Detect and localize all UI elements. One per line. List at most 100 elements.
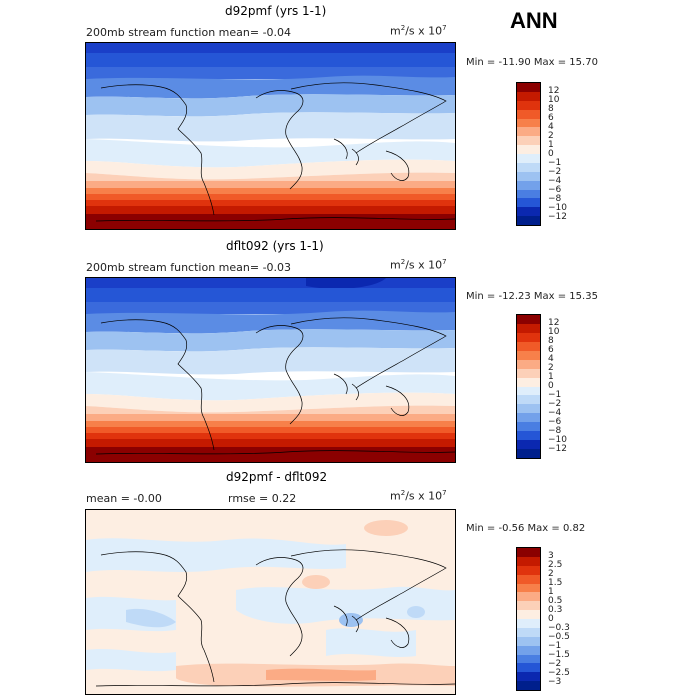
panel2-colorbar-swatch [517,404,540,414]
panel2-title: dflt092 (yrs 1-1) [226,239,324,253]
panel2-level-label: 4 [548,354,554,364]
panel2-colorbar-swatch [517,377,540,387]
panel3-level-label: −3 [548,677,562,687]
panel1-minmax: Min = -11.90 Max = 15.70 [466,57,598,68]
panel3-level-label: −0.5 [548,632,570,642]
panel1-level-label: 12 [548,86,560,96]
panel1-colorbar-swatch [517,127,540,137]
panel1-map-plot [86,43,455,229]
panel1-colorbar-swatch [517,198,540,208]
panel2-colorbar-swatch [517,440,540,450]
panel2-map-plot [86,278,455,462]
panel3-level-label: 0.3 [548,605,563,615]
panel2-colorbar-swatch [517,350,540,360]
panel1-level-label: −1 [548,158,562,168]
panel3-colorbar-swatch [517,645,540,655]
panel3-level-label: 3 [548,551,554,561]
panel2-colorbar-labels: 12 10 8 6 4 2 1 0 −1 −2 −4 −6 −8 −10 −12 [548,314,588,459]
season-label: ANN [510,8,558,33]
panel3-colorbar-swatch [517,681,540,690]
panel3-level-label: −1 [548,641,562,651]
panel2-colorbar-swatch [517,315,540,324]
panel2-field-mean: 200mb stream function mean= -0.03 [86,261,292,274]
panel3-level-label: 1 [548,587,554,597]
panel2-level-label: 6 [548,345,554,355]
panel2-colorbar-swatch [517,386,540,396]
panel3-colorbar-swatch [517,654,540,664]
panel1-level-label: −8 [548,194,562,204]
panel3-level-label: 2 [548,569,554,579]
panel2-colorbar-swatch [517,332,540,342]
panel1-colorbar-swatch [517,154,540,163]
panel2-level-label: 8 [548,336,554,346]
panel1-units: m2/s x 107 [390,24,447,38]
panel3-colorbar-swatch [517,583,540,593]
panel2-colorbar-swatch [517,359,540,369]
panel3-colorbar-swatch [517,610,540,619]
panel1-colorbar-swatch [517,109,540,119]
panel3-level-label: 0 [548,614,554,624]
panel2-colorbar-swatch [517,341,540,351]
panel1-colorbar-swatch [517,207,540,217]
panel3-mean: mean = -0.00 [86,492,162,505]
panel3-colorbar-swatch [517,619,540,628]
panel2-colorbar-swatch [517,395,540,405]
panel1-title: d92pmf (yrs 1-1) [225,4,327,18]
panel2-colorbar-swatch [517,368,540,378]
panel2-level-label: −2 [548,399,562,409]
panel3-colorbar-swatch [517,565,540,575]
panel3-colorbar-swatch [517,627,540,637]
panel2-level-label: −8 [548,426,562,436]
panel3-level-label: 0.5 [548,596,563,606]
panel1-level-label: −12 [548,212,567,222]
panel3-colorbar-swatch [517,548,540,557]
panel3-rmse: rmse = 0.22 [228,492,297,505]
panel1-colorbar-swatch [517,162,540,172]
panel3-level-label: −2 [548,659,562,669]
panel1-colorbar [516,82,541,226]
panel3-level-label: 1.5 [548,578,563,588]
panel1-level-label: −10 [548,203,567,213]
panel1-colorbar-swatch [517,180,540,190]
panel3-colorbar-swatch [517,592,540,602]
panel3-title: d92pmf - dflt092 [226,470,328,484]
panel1-colorbar-swatch [517,145,540,154]
panel3-colorbar-swatch [517,601,540,611]
panel3-colorbar-swatch [517,672,540,682]
panel2-level-label: 10 [548,327,560,337]
panel2-level-label: 12 [548,318,560,328]
panel2-map [85,277,456,463]
panel2-colorbar-swatch [517,449,540,458]
panel1-colorbar-swatch [517,189,540,199]
panel1-colorbar-swatch [517,100,540,110]
panel1-level-label: 1 [548,140,554,150]
panel1-level-label: 2 [548,131,554,141]
panel3-colorbar [516,547,541,691]
panel3-level-label: −2.5 [548,668,570,678]
panel2-minmax: Min = -12.23 Max = 15.35 [466,291,598,302]
panel3-minmax: Min = -0.56 Max = 0.82 [466,523,586,534]
panel1-colorbar-swatch [517,136,540,146]
panel1-level-label: −6 [548,185,562,195]
panel1-colorbar-labels: 12 10 8 6 4 2 1 0 −1 −2 −4 −6 −8 −10 −12 [548,82,588,226]
panel3-colorbar-labels: 3 2.5 2 1.5 1 0.5 0.3 0 −0.3 −0.5 −1 −1.… [548,547,588,691]
panel2-colorbar-swatch [517,431,540,441]
panel2-level-label: 0 [548,381,554,391]
panel1-level-label: 4 [548,122,554,132]
panel2-level-label: −1 [548,390,562,400]
panel2-colorbar [516,314,541,459]
panel1-map [85,42,456,230]
panel1-level-label: −4 [548,176,562,186]
panel1-colorbar-swatch [517,91,540,101]
panel1-level-label: 10 [548,95,560,105]
panel1-colorbar-swatch [517,118,540,128]
panel2-colorbar-swatch [517,422,540,432]
panel1-level-label: 6 [548,113,554,123]
panel3-level-label: −1.5 [548,650,570,660]
panel3-map-plot [86,510,455,694]
panel2-units: m2/s x 107 [390,258,447,272]
panel3-colorbar-swatch [517,663,540,673]
panel1-level-label: −2 [548,167,562,177]
panel2-level-label: −10 [548,435,567,445]
panel1-field-mean: 200mb stream function mean= -0.04 [86,26,292,39]
